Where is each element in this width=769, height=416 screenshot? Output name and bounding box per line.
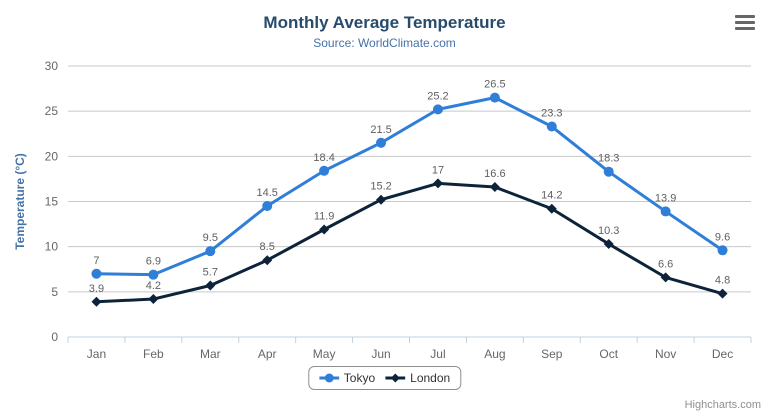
hamburger-icon	[735, 15, 755, 30]
data-point-london[interactable]	[717, 288, 728, 299]
data-label: 9.6	[715, 231, 730, 243]
data-label: 6.6	[658, 258, 673, 270]
data-label: 5.7	[203, 267, 218, 279]
data-point-tokyo[interactable]	[546, 121, 557, 132]
data-label: 7	[93, 255, 99, 267]
data-label: 14.5	[256, 187, 277, 199]
data-label: 6.9	[146, 256, 161, 268]
data-point-tokyo[interactable]	[319, 165, 330, 176]
legend-marker-diamond	[385, 373, 406, 383]
data-label: 18.4	[313, 152, 334, 164]
y-axis-title: Temperature (°C)	[13, 153, 27, 250]
legend-item-tokyo[interactable]: Tokyo	[318, 371, 376, 385]
x-axis-label: Apr	[258, 347, 277, 361]
data-point-london[interactable]	[262, 255, 273, 266]
data-point-london[interactable]	[91, 296, 102, 307]
x-axis-label: May	[313, 347, 336, 361]
data-point-london[interactable]	[603, 238, 614, 249]
x-axis-label: Jul	[430, 347, 445, 361]
data-label: 11.9	[314, 211, 335, 223]
x-axis-label: Sep	[541, 347, 563, 361]
data-point-tokyo[interactable]	[376, 137, 387, 148]
y-axis-label: 5	[51, 285, 58, 299]
chart-title: Monthly Average Temperature	[263, 13, 506, 32]
series-line-london	[94, 181, 725, 304]
data-point-tokyo[interactable]	[205, 246, 216, 257]
data-label: 14.2	[541, 190, 562, 202]
data-point-london[interactable]	[205, 280, 216, 291]
legend: Tokyo London	[307, 366, 462, 390]
y-axis-label: 15	[45, 195, 59, 209]
data-label: 16.6	[484, 168, 505, 180]
data-point-tokyo[interactable]	[489, 92, 500, 103]
x-axis-label: Jun	[371, 347, 390, 361]
data-point-london[interactable]	[376, 194, 387, 205]
series-line-tokyo	[94, 96, 725, 277]
x-axis-label: Dec	[712, 347, 733, 361]
data-label: 9.5	[203, 232, 218, 244]
data-point-tokyo[interactable]	[262, 201, 273, 212]
y-axis-label: 25	[45, 104, 59, 118]
data-label: 18.3	[598, 153, 619, 165]
data-label: 4.2	[146, 280, 161, 292]
legend-marker-circle	[318, 373, 339, 383]
data-label: 25.2	[427, 90, 448, 102]
data-label: 26.5	[484, 79, 505, 91]
y-axis-label: 20	[45, 149, 59, 163]
data-point-london[interactable]	[148, 294, 159, 305]
data-point-london[interactable]	[319, 224, 330, 235]
x-axis-label: Oct	[599, 347, 618, 361]
data-label: 15.2	[370, 181, 391, 193]
x-axis-label: Feb	[143, 347, 164, 361]
x-axis-label: Nov	[655, 347, 676, 361]
y-axis-label: 10	[45, 240, 59, 254]
data-label: 23.3	[541, 108, 562, 120]
data-point-london[interactable]	[660, 272, 671, 283]
data-label: 17	[432, 164, 444, 176]
data-label: 21.5	[370, 124, 391, 136]
credits-link[interactable]: Highcharts.com	[684, 399, 761, 411]
data-point-tokyo[interactable]	[148, 269, 159, 280]
data-label: 4.8	[715, 275, 730, 287]
data-label: 3.9	[89, 283, 104, 295]
data-label: 13.9	[655, 192, 676, 204]
data-point-london[interactable]	[489, 182, 500, 193]
legend-label: Tokyo	[343, 371, 376, 385]
data-point-tokyo[interactable]	[432, 104, 443, 115]
y-axis-label: 30	[45, 59, 59, 73]
legend-label: London	[410, 371, 451, 385]
chart-subtitle: Source: WorldClimate.com	[313, 36, 456, 50]
data-point-tokyo[interactable]	[91, 268, 102, 279]
data-label: 10.3	[598, 225, 619, 237]
data-point-tokyo[interactable]	[603, 166, 614, 177]
data-point-tokyo[interactable]	[660, 206, 671, 217]
data-label: 8.5	[260, 241, 275, 253]
x-axis-label: Mar	[200, 347, 221, 361]
x-axis-label: Jan	[87, 347, 106, 361]
data-point-london[interactable]	[432, 178, 443, 189]
x-axis-label: Aug	[484, 347, 505, 361]
data-point-tokyo[interactable]	[717, 245, 728, 256]
data-point-london[interactable]	[546, 203, 557, 214]
export-menu-button[interactable]	[732, 13, 758, 35]
legend-item-london[interactable]: London	[385, 371, 450, 385]
y-axis-label: 0	[51, 330, 58, 344]
